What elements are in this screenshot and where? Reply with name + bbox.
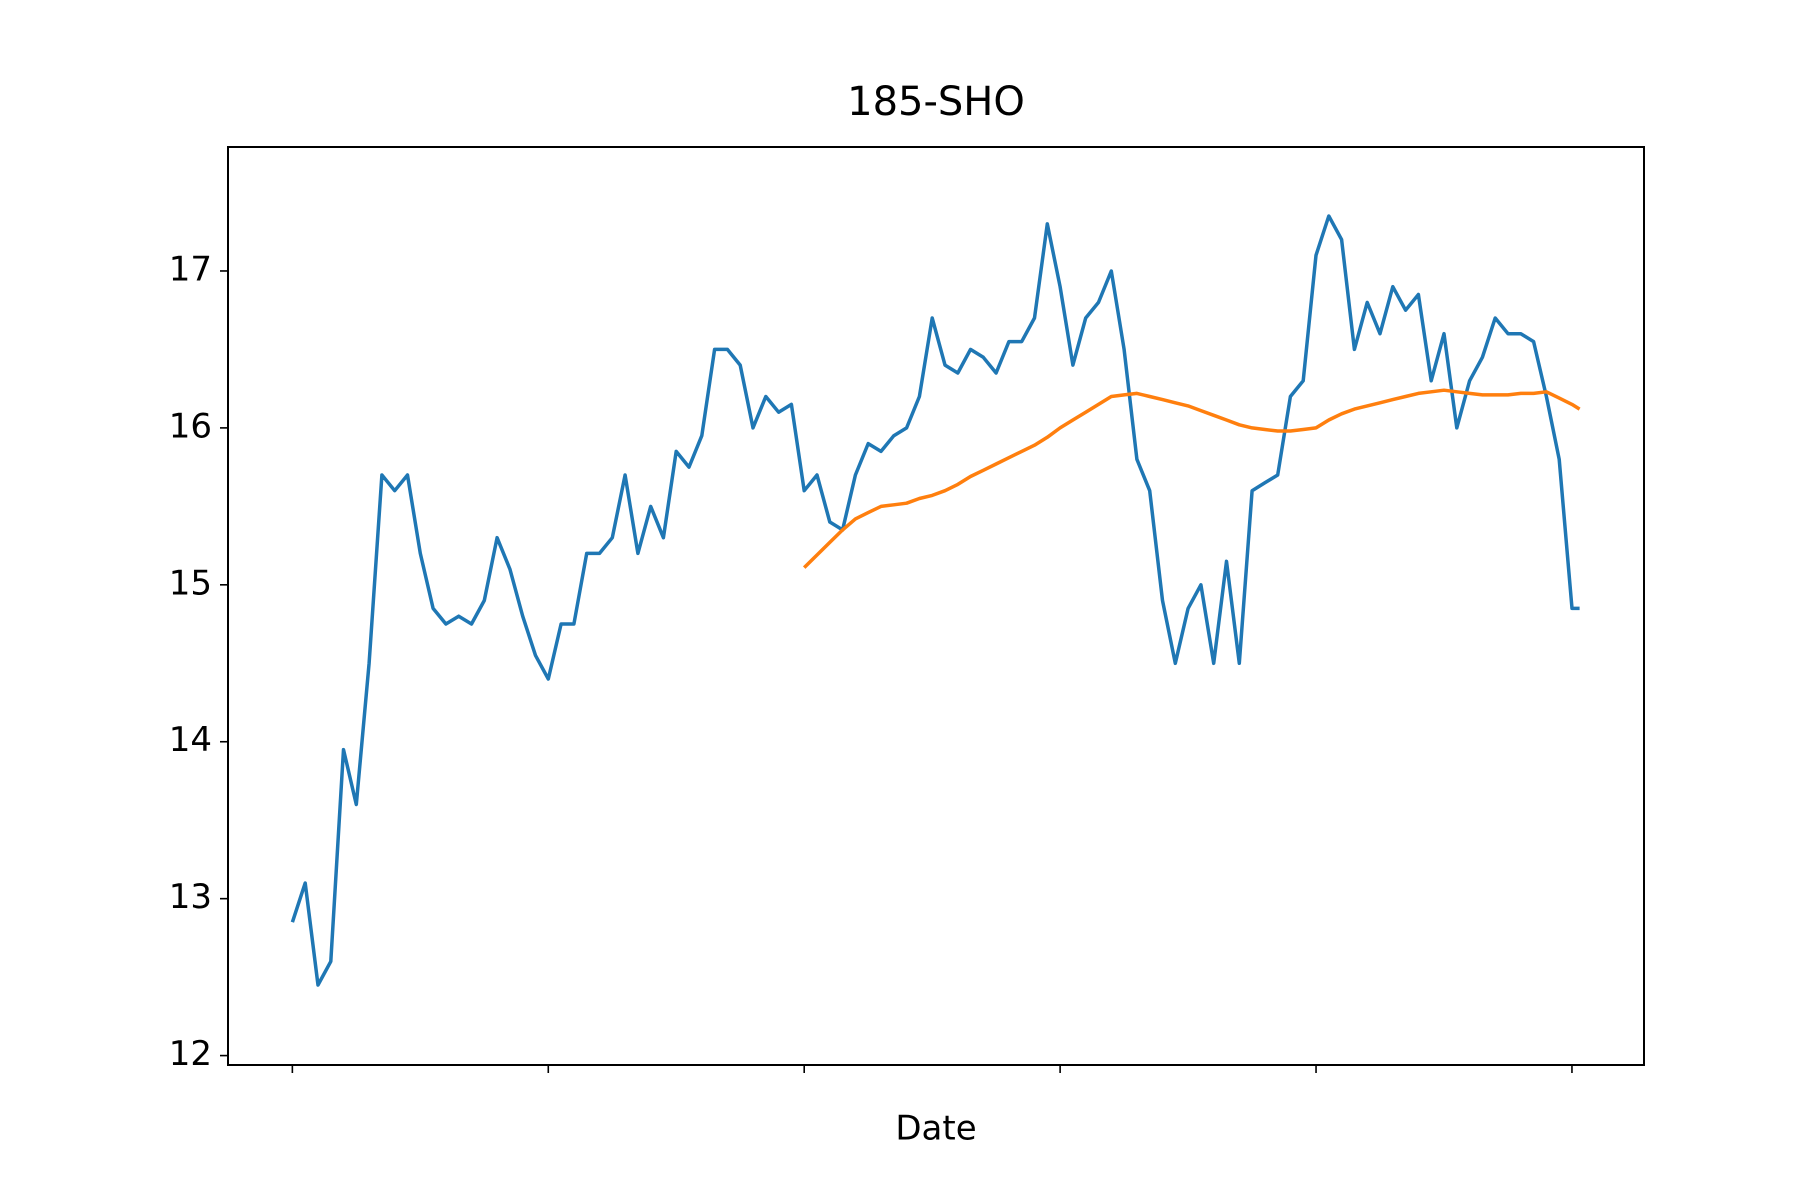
series-line: [802, 388, 1581, 569]
x-axis-label: Date: [895, 1109, 976, 1149]
y-tick-label: 16: [169, 406, 212, 446]
series-line: [290, 214, 1580, 987]
y-tick-label: 13: [169, 877, 212, 917]
chart-title: 185-SHO: [847, 79, 1025, 125]
y-tick-label: 15: [169, 563, 212, 603]
y-tick-label: 12: [169, 1034, 212, 1074]
y-tick-label: 17: [169, 249, 212, 289]
plot-frame: [227, 146, 1645, 1066]
y-tick-label: 14: [169, 720, 212, 760]
